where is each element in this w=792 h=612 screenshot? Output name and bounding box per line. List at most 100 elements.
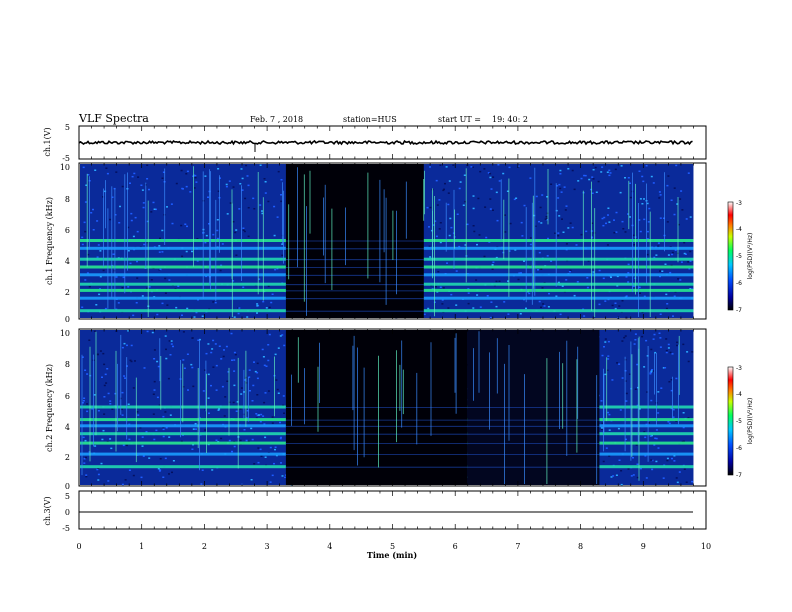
ch2-spec-speckle (281, 475, 284, 477)
ch2-spec-speckle (682, 440, 685, 443)
ch2-spec-speckle (651, 468, 654, 471)
colorbar-2-gradient (727, 366, 734, 476)
ch2-spec-speckle (612, 475, 615, 477)
ch2-spec-speckle (101, 376, 103, 378)
ch1-spec-speckle (146, 164, 149, 166)
ch2-spec-speckle (158, 470, 161, 472)
ch2-spec-speckle (667, 347, 670, 349)
ch2-spec-speckle (243, 429, 246, 431)
ch1-spec-speckle (146, 287, 149, 290)
ch1-spec-speckle (555, 209, 558, 212)
ch2-spec-speckle (681, 440, 684, 443)
ch1-spec-speckle (464, 244, 467, 246)
ch2-spec-speckle (91, 408, 94, 410)
ch2-spec-speckle (653, 333, 656, 336)
ch2-spec-speckle (624, 380, 627, 382)
ch1-spec-speckle (452, 164, 455, 166)
ch1-spec-speckle (625, 295, 628, 297)
ch1-spec-speckle (84, 230, 87, 233)
ch2-spec-speckle (259, 448, 262, 451)
ch2-spec-speckle (162, 476, 165, 478)
ch1-spec-speckle (150, 279, 153, 281)
ch1-spec-speckle (219, 269, 222, 272)
ch1-spec-speckle (191, 250, 193, 253)
ch2-spec-speckle (673, 460, 676, 462)
ch1-spec-speckle (653, 256, 656, 259)
ch1-spec-speckle (689, 260, 692, 262)
ch1-spec-speckle (571, 226, 574, 229)
ch2-spec-speckle (204, 408, 207, 411)
ch1-spec-speckle (606, 171, 609, 173)
ch1-spec-speckle (529, 237, 532, 239)
ch1-spec-speckle (87, 174, 90, 176)
ch2-spec-speckle (652, 370, 655, 372)
ch2-spec-speckle (269, 481, 272, 483)
ch2-spec-speckle (605, 447, 608, 449)
ch1-spec-speckle (558, 183, 561, 186)
ch1-spec-speckle (256, 312, 258, 314)
ch2-spec-speckle (198, 338, 201, 341)
ch2-spec-speckle (652, 338, 655, 340)
ch2-spec-speckle (191, 366, 194, 369)
ch1-spec-speckle (517, 278, 520, 281)
ch1-spec-speckle (547, 306, 550, 308)
ch2-spec-speckle (103, 413, 106, 415)
ch2-spec-speckle (245, 417, 248, 419)
ch1-spec-speckle (592, 169, 595, 171)
ch2-spec-speckle (169, 414, 172, 416)
ch1-spec-speckle (583, 174, 586, 177)
ch1-spec-speckle (504, 231, 507, 233)
ch1-spec-speckle (184, 223, 187, 225)
ch2-spec-speckle (641, 335, 644, 338)
ch2-spec-speckle (281, 334, 284, 336)
ch1-spec-speckle (491, 268, 494, 270)
ch1-spec-speckle (242, 286, 245, 288)
ch1-spec-speckle (669, 271, 672, 274)
ch1-spec-speckle (265, 307, 268, 309)
ch2-spec-speckle (603, 346, 605, 348)
ch2-spec-speckle (620, 470, 623, 472)
ch2-spec-speckle (648, 422, 650, 424)
ch1-spec-speckle (448, 180, 451, 182)
ch1-spec-speckle (545, 216, 548, 218)
ch1-spec-speckle (458, 187, 461, 190)
ch1-spec-speckle (427, 307, 430, 310)
ch1-spec-speckle (639, 198, 642, 200)
ch2-spec-speckle (262, 356, 265, 358)
ch2-spec-speckle (261, 348, 264, 351)
ch2-spec-speckle (258, 414, 260, 416)
ch1-spec-speckle (542, 303, 545, 305)
ch1-spec-speckle (495, 191, 498, 194)
ch2-spec-speckle (616, 362, 619, 364)
ch1-spec-speckle (489, 208, 492, 210)
ch2-spec-speckle (232, 401, 235, 404)
ch1-spec-speckle (476, 243, 478, 246)
ch1-spec-speckle (546, 196, 549, 198)
ch2-spec-speckle (223, 415, 226, 417)
ch2-spec-speckle (676, 344, 679, 347)
ch2-spec-speckle (607, 340, 610, 343)
ch1-spec-speckle (569, 222, 572, 224)
ch1-spec-speckle (608, 174, 611, 177)
ch2-spec-speckle (85, 474, 88, 476)
ch2-spec-speckle (192, 385, 195, 388)
ch2-spec-speckle (101, 438, 104, 441)
ch1-spec-speckle (676, 203, 679, 205)
ch1-spec-speckle (546, 255, 549, 257)
ch1-spec-speckle (495, 280, 498, 283)
ch1-spec-speckle (109, 218, 112, 221)
ch2-spec-speckle (165, 348, 167, 351)
ch1-spec-speckle (537, 269, 539, 271)
ch1-spec-speckle (166, 304, 169, 306)
ch2-spec-speckle (606, 369, 609, 371)
ch1-spec-speckle (214, 301, 217, 304)
ch1-spec-speckle (141, 189, 144, 191)
ch2-spec-speckle (247, 440, 250, 443)
ch1-spec-speckle (561, 285, 564, 287)
ch1-spec-speckle (658, 197, 661, 199)
ch2-spec-speckle (156, 396, 159, 399)
ch2-spec-speckle (243, 379, 246, 381)
ch1-spec-speckle (680, 261, 683, 263)
ch1-spec-speckle (616, 285, 619, 287)
ch2-spec-speckle (255, 413, 258, 415)
